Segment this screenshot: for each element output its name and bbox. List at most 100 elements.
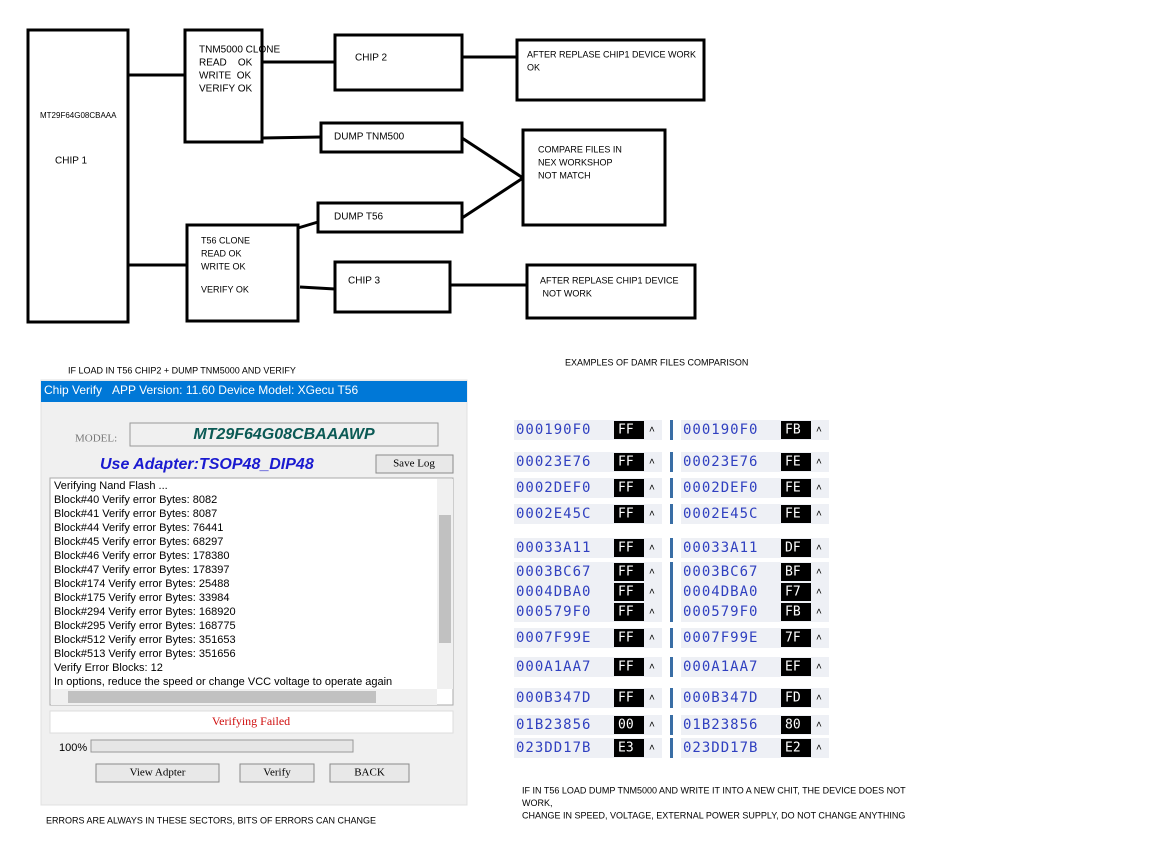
byte-box xyxy=(781,739,811,757)
hex-compare: 000190F0 FF ˄ 000190F0 FB ˄ 00023E76 FF ˄ 00023E7… xyxy=(514,420,829,758)
byte-box xyxy=(614,658,644,676)
byte: F7 xyxy=(785,585,801,600)
byte-box xyxy=(614,739,644,757)
t56-box xyxy=(185,223,300,323)
spin: ˄ xyxy=(816,543,822,554)
compare-text: COMPARE FILES IN NEX WORKSHOP NOT MATCH xyxy=(538,144,622,180)
byte: E3 xyxy=(618,741,634,756)
model: MT29F64G08CBAAAWP xyxy=(193,426,375,443)
buttons: View Adpter Verify BACK xyxy=(95,763,410,783)
progress-label: 100% xyxy=(59,742,87,754)
address: 0007F99E xyxy=(683,630,758,646)
address: 000579F0 xyxy=(683,604,758,620)
button-label[interactable]: View Adpter xyxy=(130,767,186,779)
log: Verifying Nand Flash ... Block#40 Verify … xyxy=(54,480,392,688)
v-scroll-thumb[interactable] xyxy=(439,515,451,643)
button[interactable] xyxy=(329,763,410,783)
byte-box xyxy=(781,583,811,601)
caption: EXAMPLES OF DAMR FILES COMPARISON xyxy=(565,357,748,367)
text-line: WORK, xyxy=(522,798,553,808)
result-ok-box xyxy=(515,38,706,102)
save-log-button[interactable] xyxy=(375,454,454,474)
spin: ˄ xyxy=(816,457,822,468)
spin: ˄ xyxy=(649,543,655,554)
byte: 00 xyxy=(618,718,634,733)
text-line: VERIFY OK xyxy=(201,284,249,294)
spin: ˄ xyxy=(649,457,655,468)
text-line: T56 CLONE xyxy=(201,235,250,245)
address: 01B23856 xyxy=(516,717,591,733)
byte-box xyxy=(781,689,811,707)
text-line: NEX WORKSHOP xyxy=(538,157,613,167)
text-line: Block#295 Verify error Bytes: 168775 xyxy=(54,620,236,632)
address: 000A1AA7 xyxy=(516,659,591,675)
text-line: WRITE OK xyxy=(201,261,246,271)
spin: ˄ xyxy=(816,425,822,436)
spin: ˄ xyxy=(816,587,822,598)
byte-box xyxy=(614,505,644,523)
spin: ˄ xyxy=(816,607,822,618)
byte: 80 xyxy=(785,718,801,733)
text-line: READ OK xyxy=(201,248,242,258)
address: 0003BC67 xyxy=(683,564,758,580)
address: 00023E76 xyxy=(516,454,591,470)
spin: ˄ xyxy=(816,693,822,704)
caption: ERRORS ARE ALWAYS IN THESE SECTORS, BITS… xyxy=(46,815,376,825)
dump-tnm-box xyxy=(319,121,464,154)
byte: FF xyxy=(618,507,634,522)
wires xyxy=(128,55,527,291)
spin: ˄ xyxy=(816,743,822,754)
divider xyxy=(670,738,673,758)
text-line: OK xyxy=(527,62,540,72)
byte-box xyxy=(614,479,644,497)
button-label[interactable]: BACK xyxy=(354,767,385,779)
text-line: Verifying Nand Flash ... xyxy=(54,480,168,492)
byte: FE xyxy=(785,455,801,470)
byte: FE xyxy=(785,481,801,496)
byte-box xyxy=(614,563,644,581)
address: 0003BC67 xyxy=(516,564,591,580)
wire xyxy=(461,136,524,180)
byte: FF xyxy=(618,691,634,706)
byte-box xyxy=(614,629,644,647)
chip1-model: MT29F64G08CBAAA xyxy=(40,111,117,120)
text-line: AFTER REPLASE CHIP1 DEVICE xyxy=(540,275,679,285)
text-line: IF IN T56 LOAD DUMP TNM5000 AND WRITE IT… xyxy=(522,785,906,795)
result-ok-text: AFTER REPLASE CHIP1 DEVICE WORK OK xyxy=(527,49,696,72)
address: 000A1AA7 xyxy=(683,659,758,675)
spin: ˄ xyxy=(649,633,655,644)
address: 000190F0 xyxy=(683,422,758,438)
byte-box xyxy=(781,563,811,581)
spin: ˄ xyxy=(649,509,655,520)
text-line: Block#47 Verify error Bytes: 178397 xyxy=(54,564,229,576)
address: 023DD17B xyxy=(683,740,758,756)
text-line: Block#44 Verify error Bytes: 76441 xyxy=(54,522,223,534)
byte: FF xyxy=(618,585,634,600)
status-box xyxy=(49,710,454,734)
wire xyxy=(261,135,322,140)
address: 000B347D xyxy=(516,690,591,706)
save-log-label[interactable]: Save Log xyxy=(393,458,435,470)
text-line: NOT MATCH xyxy=(538,170,591,180)
address: 0002DEF0 xyxy=(683,480,758,496)
byte-box xyxy=(781,603,811,621)
text-line: Block#46 Verify error Bytes: 178380 xyxy=(54,550,229,562)
dump-tnm-label: DUMP TNM500 xyxy=(334,132,405,143)
byte-box xyxy=(781,421,811,439)
write-note: IF IN T56 LOAD DUMP TNM5000 AND WRITE IT… xyxy=(522,785,906,820)
text-line: NOT WORK xyxy=(540,288,592,298)
divider xyxy=(670,478,673,498)
spin: ˄ xyxy=(649,587,655,598)
divider xyxy=(670,628,673,648)
address: 00033A11 xyxy=(516,540,591,556)
result-fail-box xyxy=(525,263,697,320)
byte: FF xyxy=(618,631,634,646)
byte: DF xyxy=(785,541,801,556)
button[interactable] xyxy=(239,763,315,783)
byte: E2 xyxy=(785,741,801,756)
h-scroll-thumb[interactable] xyxy=(68,691,376,703)
byte: FF xyxy=(618,481,634,496)
text-line: Block#174 Verify error Bytes: 25488 xyxy=(54,578,229,590)
button[interactable] xyxy=(95,763,220,783)
button-label[interactable]: Verify xyxy=(263,767,291,779)
